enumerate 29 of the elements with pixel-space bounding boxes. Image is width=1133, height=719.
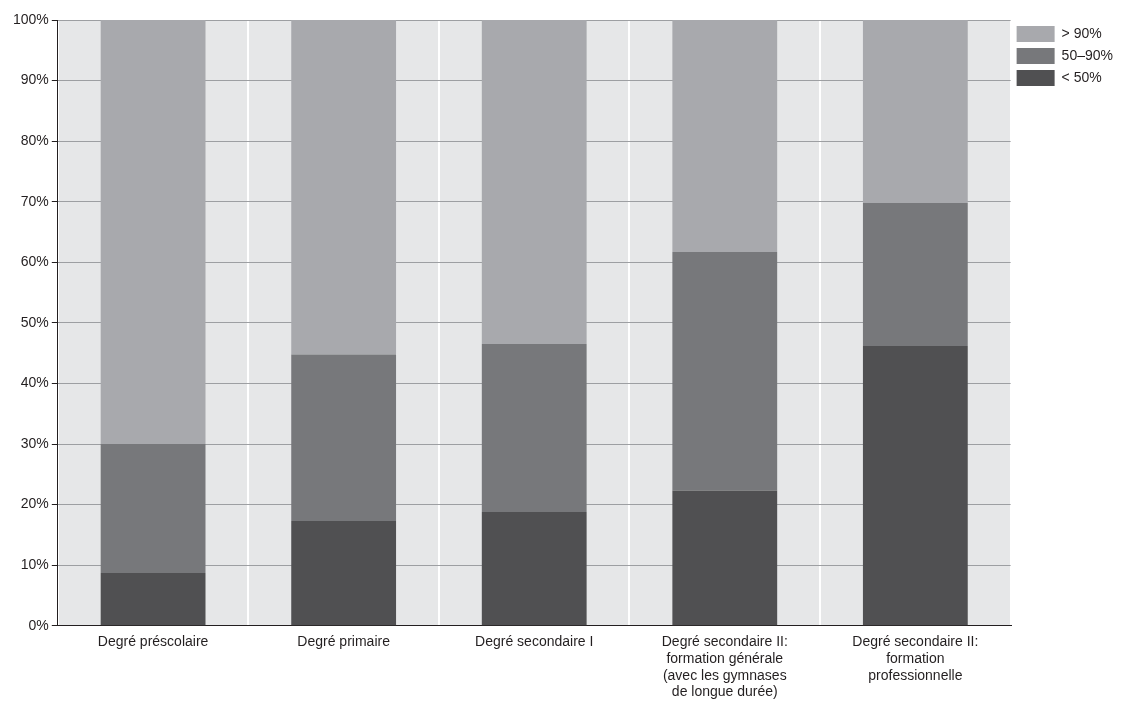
bar bbox=[862, 345, 968, 626]
y-tick-label: 60% bbox=[20, 253, 49, 270]
bar bbox=[100, 444, 206, 574]
bar bbox=[291, 354, 397, 521]
y-tick-label: 10% bbox=[20, 556, 49, 573]
x-tick-label: Degré préscolaire bbox=[97, 633, 209, 650]
bar bbox=[862, 202, 968, 346]
y-tick-label: 50% bbox=[20, 313, 49, 330]
bar bbox=[672, 252, 778, 491]
y-tick-label: 40% bbox=[20, 374, 49, 391]
x-tick-label: Degré primaire bbox=[297, 633, 391, 650]
y-tick-label: 90% bbox=[20, 71, 49, 88]
legend-label: 50–90% bbox=[1061, 46, 1114, 63]
y-tick-label: 0% bbox=[28, 616, 49, 633]
x-tick-label: Degré secondaire I bbox=[475, 633, 594, 650]
bar bbox=[481, 511, 587, 626]
y-tick-label: 70% bbox=[20, 192, 49, 209]
legend-label: > 90% bbox=[1061, 24, 1102, 41]
legend-label: < 50% bbox=[1061, 68, 1102, 85]
y-tick-label: 80% bbox=[20, 132, 49, 149]
x-tick-label: Degré secondaire II: formation générale (avec les gymnases de longue durée) bbox=[661, 633, 788, 700]
bar bbox=[481, 344, 587, 512]
bar bbox=[100, 573, 206, 626]
bar bbox=[291, 521, 397, 626]
y-tick-label: 20% bbox=[20, 495, 49, 512]
x-tick-label: Degré secondaire II: formation professionnelle bbox=[852, 633, 979, 683]
bar bbox=[672, 490, 778, 626]
y-tick-label: 100% bbox=[12, 10, 49, 27]
y-tick-label: 30% bbox=[20, 434, 49, 451]
